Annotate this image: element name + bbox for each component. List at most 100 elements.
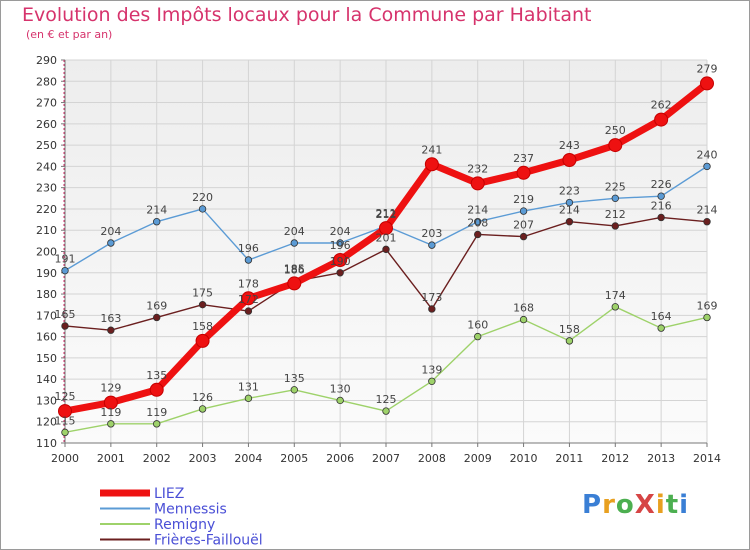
legend-label: Frières-Faillouël	[154, 533, 263, 549]
data-point	[61, 428, 69, 437]
data-point	[657, 324, 665, 332]
y-tick-label: 250	[36, 139, 57, 152]
data-label: 185	[284, 262, 305, 275]
data-label: 158	[192, 320, 213, 333]
data-point	[244, 256, 253, 264]
data-label: 214	[697, 204, 718, 217]
y-tick-label: 220	[36, 203, 57, 216]
data-label: 119	[146, 406, 167, 419]
data-point	[379, 221, 393, 236]
data-label: 125	[55, 390, 76, 403]
data-label: 158	[559, 323, 580, 336]
data-label: 164	[651, 310, 672, 323]
data-label: 250	[605, 124, 626, 137]
data-label: 214	[146, 204, 167, 217]
data-label: 163	[100, 312, 121, 325]
x-tick-label: 2013	[647, 452, 675, 465]
data-label: 191	[55, 253, 76, 266]
data-point	[61, 266, 69, 275]
data-label: 212	[376, 208, 397, 221]
data-label: 211	[376, 207, 397, 220]
data-label: 207	[513, 219, 534, 232]
y-tick-label: 280	[36, 75, 57, 88]
data-point	[290, 386, 298, 394]
data-point	[516, 165, 531, 180]
data-point	[107, 239, 115, 247]
x-tick-label: 2008	[418, 452, 446, 465]
x-tick-label: 2011	[555, 452, 583, 465]
data-label: 232	[467, 162, 488, 175]
data-label: 226	[651, 178, 672, 191]
logo-letter: r	[602, 490, 616, 520]
y-tick-label: 150	[36, 352, 57, 365]
x-tick-label: 2007	[372, 452, 400, 465]
data-point	[608, 138, 623, 153]
y-tick-label: 110	[36, 437, 57, 450]
data-label: 204	[330, 225, 351, 238]
data-label: 173	[421, 291, 442, 304]
data-label: 169	[697, 299, 718, 312]
data-point	[565, 337, 574, 345]
x-tick-label: 2014	[693, 452, 721, 465]
data-point	[474, 332, 482, 341]
data-point	[333, 253, 348, 268]
x-tick-label: 2001	[97, 452, 125, 465]
data-point	[657, 213, 665, 222]
y-tick-label: 160	[36, 331, 57, 344]
data-label: 126	[192, 391, 213, 404]
data-label: 262	[651, 99, 672, 112]
data-label: 160	[467, 319, 488, 332]
y-tick-label: 180	[36, 288, 57, 301]
y-tick-label: 230	[36, 182, 57, 195]
x-tick-label: 2004	[234, 452, 262, 465]
data-point	[195, 333, 210, 348]
data-label: 196	[238, 242, 259, 255]
proxiti-logo: ProXiti	[582, 490, 689, 520]
y-tick-label: 190	[36, 267, 57, 280]
data-label: 204	[100, 225, 121, 238]
data-point	[103, 395, 118, 410]
logo-letter: i	[679, 490, 690, 520]
data-point	[519, 315, 528, 324]
data-point	[611, 303, 619, 311]
x-tick-label: 2005	[280, 452, 308, 465]
data-point	[474, 218, 482, 226]
data-point	[474, 230, 482, 239]
data-point	[153, 420, 161, 428]
data-label: 241	[421, 143, 442, 156]
y-tick-label: 120	[36, 416, 57, 429]
data-point	[198, 205, 207, 213]
data-point	[611, 194, 619, 203]
chart-subtitle: (en € et par an)	[26, 28, 113, 41]
axes: 110 120 130 140 150 160 170 180 190 200 210 220 230 2…	[36, 54, 721, 465]
data-point	[336, 239, 344, 247]
x-tick-label: 2000	[51, 452, 79, 465]
data-point	[244, 394, 253, 403]
data-label: 212	[605, 208, 626, 221]
data-point	[153, 313, 161, 322]
logo-letter: o	[615, 490, 635, 520]
logo-letter: i	[655, 490, 666, 520]
data-point	[470, 176, 485, 191]
x-tick-label: 2012	[601, 452, 629, 465]
data-label: 223	[559, 185, 580, 198]
data-label: 165	[55, 308, 76, 321]
x-tick-label: 2003	[189, 452, 217, 465]
data-point	[336, 396, 344, 405]
y-tick-label: 210	[36, 224, 57, 237]
y-tick-label: 140	[36, 373, 57, 386]
data-label: 135	[284, 372, 305, 385]
data-label: 131	[238, 380, 259, 393]
logo-letter: X	[634, 490, 656, 520]
data-label: 130	[330, 382, 351, 395]
series-layer	[58, 76, 714, 437]
data-label: 204	[284, 225, 305, 238]
data-label: 135	[146, 369, 167, 382]
data-point	[700, 76, 714, 91]
data-point	[703, 162, 711, 171]
data-point	[428, 377, 436, 385]
data-point	[565, 218, 574, 226]
y-tick-label: 170	[36, 309, 57, 322]
data-point	[287, 276, 302, 291]
legend-label: Remigny	[154, 517, 215, 533]
